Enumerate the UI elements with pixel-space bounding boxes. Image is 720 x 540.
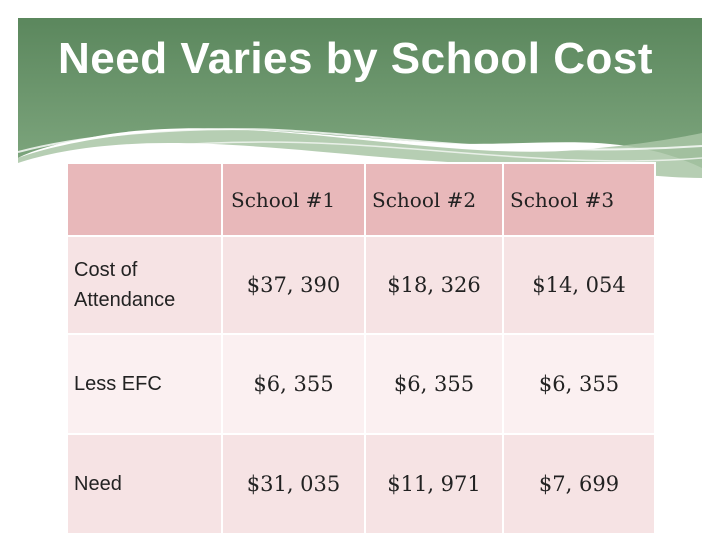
title-banner <box>18 18 702 198</box>
cell-value: $18, 326 <box>364 235 504 335</box>
cell-value: $11, 971 <box>364 433 504 535</box>
cell-value: $6, 355 <box>502 333 656 435</box>
header-school-2: School #2 <box>364 162 504 237</box>
table-row: Need $31, 035 $11, 971 $7, 699 <box>66 433 656 535</box>
cell-value: $31, 035 <box>221 433 366 535</box>
row-label-cost-of-attendance: Cost of Attendance <box>66 235 223 335</box>
cell-value: $6, 355 <box>221 333 366 435</box>
cell-value: $37, 390 <box>221 235 366 335</box>
cell-value: $14, 054 <box>502 235 656 335</box>
row-label-need: Need <box>66 433 223 535</box>
banner-shape <box>18 18 702 178</box>
cell-value: $7, 699 <box>502 433 656 535</box>
row-label-less-efc: Less EFC <box>66 333 223 435</box>
cell-value: $6, 355 <box>364 333 504 435</box>
table-row: Less EFC $6, 355 $6, 355 $6, 355 <box>66 333 656 435</box>
slide-title: Need Varies by School Cost <box>58 34 653 83</box>
table-row: Cost of Attendance $37, 390 $18, 326 $14… <box>66 235 656 335</box>
header-school-3: School #3 <box>502 162 656 237</box>
table-header-row: School #1 School #2 School #3 <box>66 162 656 237</box>
header-school-1: School #1 <box>221 162 366 237</box>
header-blank-cell <box>66 162 223 237</box>
cost-table: School #1 School #2 School #3 Cost of At… <box>66 162 656 535</box>
